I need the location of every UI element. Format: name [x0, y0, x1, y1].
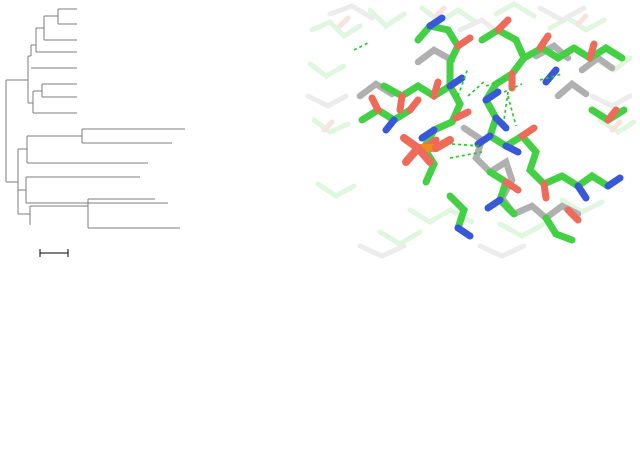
phylogenetic-tree-svg	[5, 8, 185, 257]
panel-b-sequence-alignment	[0, 262, 640, 462]
panel-a-phylogenetic-tree	[0, 0, 300, 262]
tree-scale-bar	[39, 249, 69, 257]
secondary-structure-track	[128, 271, 633, 293]
foreground-sticks	[356, 14, 628, 244]
structure-render-svg	[300, 0, 640, 262]
panel-c-structure	[300, 0, 640, 262]
hydrogen-bonds	[353, 41, 563, 159]
phosphate-group	[400, 134, 454, 166]
